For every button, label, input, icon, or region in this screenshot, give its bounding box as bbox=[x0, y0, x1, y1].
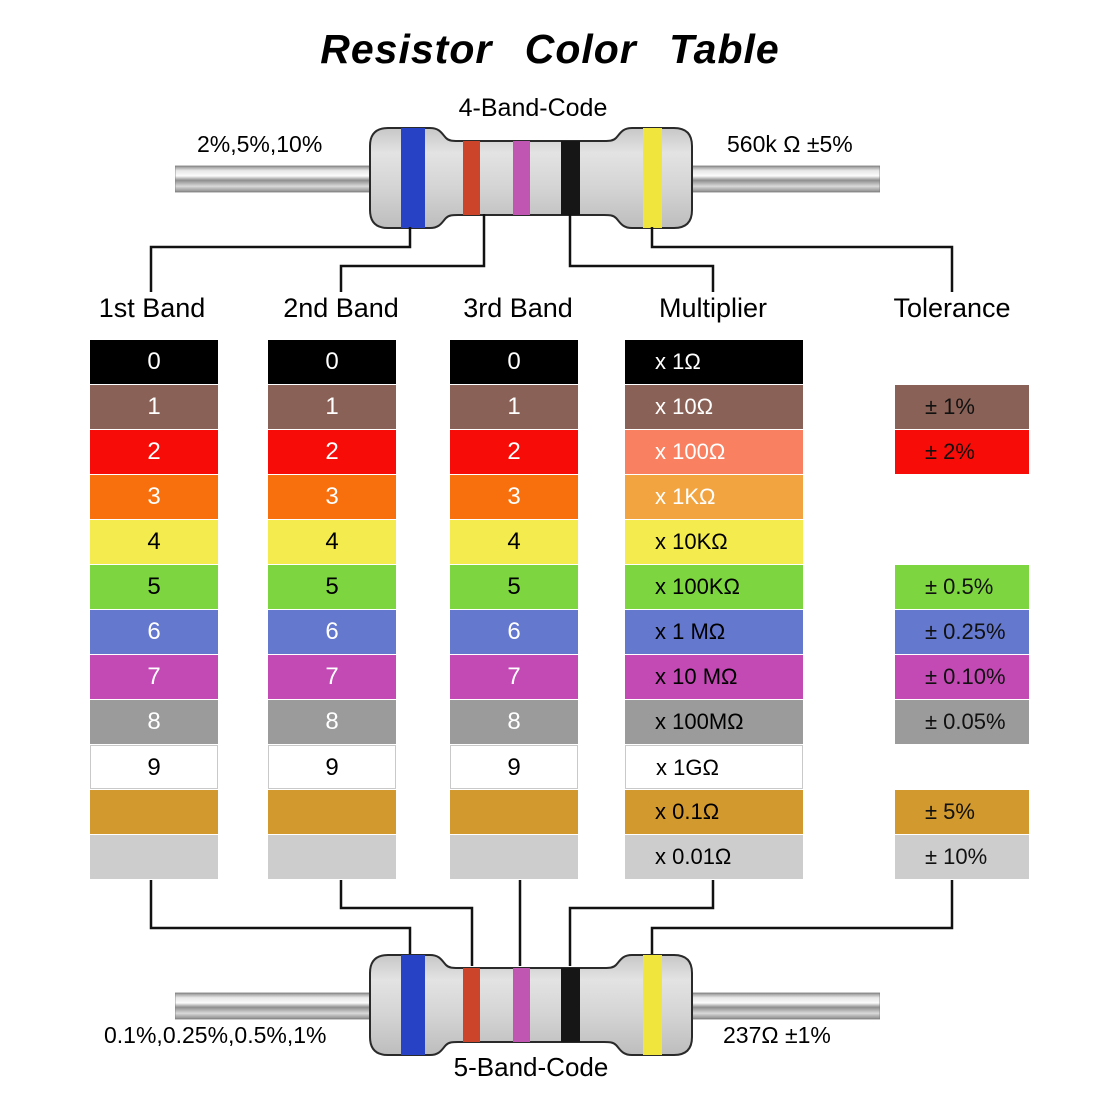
swatch-1st-band-row-10-gold bbox=[90, 790, 218, 834]
swatch-2nd-band-row-7-violet: 7 bbox=[268, 655, 396, 699]
swatch-3rd-band-row-10-gold bbox=[450, 790, 578, 834]
swatch-tolerance-row-11-silver: ± 10% bbox=[895, 835, 1029, 879]
top-right-resistance-value-label: 560k Ω ±5% bbox=[727, 131, 853, 157]
band-1-blue bbox=[401, 955, 425, 1055]
swatch-2nd-band-row-1-brown: 1 bbox=[268, 385, 396, 429]
swatch-tolerance-row-10-gold: ± 5% bbox=[895, 790, 1029, 834]
swatch-2nd-band-row-3-orange: 3 bbox=[268, 475, 396, 519]
column-header-2nd-band: 2nd Band bbox=[283, 293, 399, 323]
top-left-tolerance-values-label: 2%,5%,10% bbox=[197, 131, 323, 157]
swatch-multiplier-row-2-red: x 100Ω bbox=[625, 430, 803, 474]
swatch-2nd-band-row-6-blue: 6 bbox=[268, 610, 396, 654]
column-header-3rd-band: 3rd Band bbox=[463, 293, 573, 323]
swatch-2nd-band-row-4-yellow: 4 bbox=[268, 520, 396, 564]
swatch-multiplier-row-10-gold: x 0.1Ω bbox=[625, 790, 803, 834]
connector-line-3 bbox=[650, 227, 954, 292]
swatch-multiplier-row-6-blue: x 1 MΩ bbox=[625, 610, 803, 654]
swatch-1st-band-row-2-red: 2 bbox=[90, 430, 218, 474]
bottom-left-tolerance-values-label: 0.1%,0.25%,0.5%,1% bbox=[104, 1022, 327, 1048]
four-band-resistor-illustration bbox=[175, 123, 880, 235]
four-band-code-label: 4-Band-Code bbox=[458, 94, 608, 122]
swatch-multiplier-row-1-brown: x 10Ω bbox=[625, 385, 803, 429]
swatch-3rd-band-row-9-white: 9 bbox=[450, 745, 578, 789]
swatch-multiplier-row-8-gray: x 100MΩ bbox=[625, 700, 803, 744]
swatch-3rd-band-row-1-brown: 1 bbox=[450, 385, 578, 429]
page-title: Resistor Color Table bbox=[320, 26, 780, 72]
band-1-blue bbox=[401, 128, 425, 228]
swatch-2nd-band-row-8-gray: 8 bbox=[268, 700, 396, 744]
swatch-tolerance-row-7-violet: ± 0.10% bbox=[895, 655, 1029, 699]
band-2-red bbox=[463, 141, 480, 215]
swatch-multiplier-row-11-silver: x 0.01Ω bbox=[625, 835, 803, 879]
swatch-1st-band-row-4-yellow: 4 bbox=[90, 520, 218, 564]
swatch-3rd-band-row-5-green: 5 bbox=[450, 565, 578, 609]
five-band-resistor-illustration bbox=[175, 950, 880, 1062]
swatch-3rd-band-row-6-blue: 6 bbox=[450, 610, 578, 654]
column-header-1st-band: 1st Band bbox=[98, 293, 206, 323]
band-3-violet bbox=[513, 141, 530, 215]
swatch-tolerance-row-8-gray: ± 0.05% bbox=[895, 700, 1029, 744]
swatch-2nd-band-row-5-green: 5 bbox=[268, 565, 396, 609]
swatch-3rd-band-row-4-yellow: 4 bbox=[450, 520, 578, 564]
band-4-black bbox=[561, 141, 580, 215]
swatch-multiplier-row-0-black: x 1Ω bbox=[625, 340, 803, 384]
swatch-1st-band-row-5-green: 5 bbox=[90, 565, 218, 609]
swatch-multiplier-row-3-orange: x 1KΩ bbox=[625, 475, 803, 519]
swatch-1st-band-row-3-orange: 3 bbox=[90, 475, 218, 519]
connector-line-0 bbox=[149, 227, 412, 292]
swatch-tolerance-row-5-green: ± 0.5% bbox=[895, 565, 1029, 609]
swatch-1st-band-row-8-gray: 8 bbox=[90, 700, 218, 744]
swatch-tolerance-row-6-blue: ± 0.25% bbox=[895, 610, 1029, 654]
band-2-red bbox=[463, 968, 480, 1042]
swatch-1st-band-row-9-white: 9 bbox=[90, 745, 218, 789]
swatch-tolerance-row-1-brown: ± 1% bbox=[895, 385, 1029, 429]
connector-line-4 bbox=[149, 880, 412, 958]
swatch-1st-band-row-11-silver bbox=[90, 835, 218, 879]
swatch-3rd-band-row-0-black: 0 bbox=[450, 340, 578, 384]
band-5-yellow bbox=[643, 955, 662, 1055]
band-4-black bbox=[561, 968, 580, 1042]
five-band-code-label: 5-Band-Code bbox=[453, 1052, 609, 1082]
swatch-1st-band-row-1-brown: 1 bbox=[90, 385, 218, 429]
swatch-3rd-band-row-2-red: 2 bbox=[450, 430, 578, 474]
swatch-2nd-band-row-11-silver bbox=[268, 835, 396, 879]
swatch-multiplier-row-7-violet: x 10 MΩ bbox=[625, 655, 803, 699]
column-header-multiplier: Multiplier bbox=[658, 293, 768, 323]
swatch-3rd-band-row-7-violet: 7 bbox=[450, 655, 578, 699]
swatch-1st-band-row-7-violet: 7 bbox=[90, 655, 218, 699]
swatch-multiplier-row-5-green: x 100KΩ bbox=[625, 565, 803, 609]
connector-line-8 bbox=[650, 880, 954, 958]
band-5-yellow bbox=[643, 128, 662, 228]
swatch-1st-band-row-0-black: 0 bbox=[90, 340, 218, 384]
swatch-tolerance-row-2-red: ± 2% bbox=[895, 430, 1029, 474]
swatch-1st-band-row-6-blue: 6 bbox=[90, 610, 218, 654]
swatch-multiplier-row-9-white: x 1GΩ bbox=[625, 745, 803, 789]
swatch-2nd-band-row-9-white: 9 bbox=[268, 745, 396, 789]
swatch-multiplier-row-4-yellow: x 10KΩ bbox=[625, 520, 803, 564]
swatch-3rd-band-row-11-silver bbox=[450, 835, 578, 879]
swatch-2nd-band-row-0-black: 0 bbox=[268, 340, 396, 384]
swatch-2nd-band-row-2-red: 2 bbox=[268, 430, 396, 474]
swatch-3rd-band-row-3-orange: 3 bbox=[450, 475, 578, 519]
swatch-2nd-band-row-10-gold bbox=[268, 790, 396, 834]
column-header-tolerance: Tolerance bbox=[893, 293, 1011, 323]
bottom-right-resistance-value-label: 237Ω ±1% bbox=[723, 1022, 831, 1048]
swatch-3rd-band-row-8-gray: 8 bbox=[450, 700, 578, 744]
band-3-violet bbox=[513, 968, 530, 1042]
